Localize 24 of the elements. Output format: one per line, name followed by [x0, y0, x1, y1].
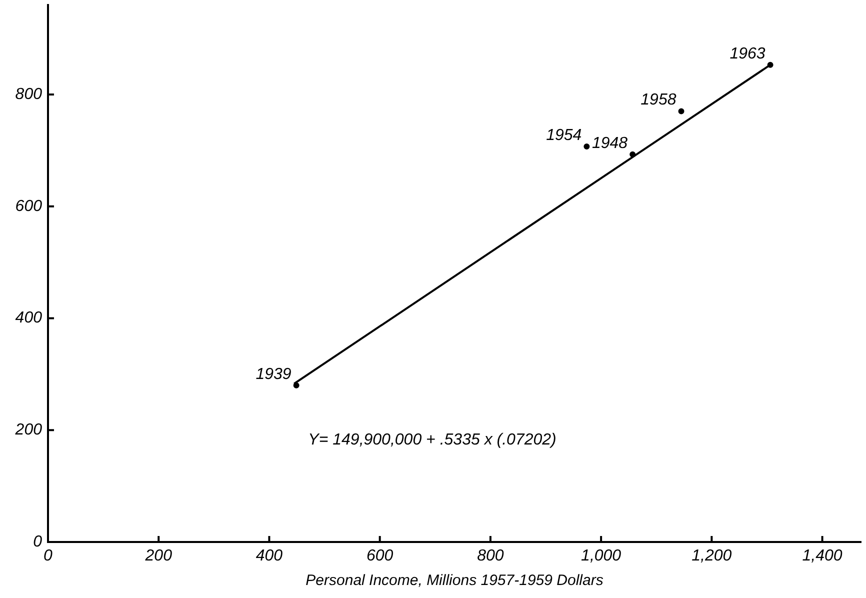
y-tick-label: 600 [15, 198, 42, 215]
x-tick-label: 1,200 [692, 547, 732, 564]
annotation: 1954 [546, 126, 582, 144]
x-tick-label: 800 [477, 547, 504, 564]
x-tick-label: 600 [366, 547, 394, 564]
point [584, 144, 590, 150]
annotation: 1958 [640, 92, 676, 109]
point [678, 108, 684, 114]
y-tick-label: 400 [15, 310, 42, 327]
annotation: Y= 149,900,000 + .5335 x (.07202) [308, 431, 556, 448]
x-tick-label: 400 [256, 547, 283, 564]
y-tick-label: 800 [15, 86, 42, 103]
point [293, 382, 300, 388]
x-tick-label: 1,400 [802, 547, 842, 564]
point [767, 62, 774, 68]
annotation: 1963 [730, 45, 766, 62]
x-axis-title: Personal Income, Millions 1957-1959 Dollars [306, 572, 604, 590]
y-tick-label: 200 [14, 422, 42, 439]
x-tick-label: 200 [144, 547, 172, 564]
annotation: 1939 [256, 366, 292, 383]
annotation: 1948 [592, 134, 628, 152]
x-tick-label: 1,000 [581, 547, 622, 564]
y-tick-label: 0 [33, 533, 42, 550]
point [630, 151, 636, 158]
